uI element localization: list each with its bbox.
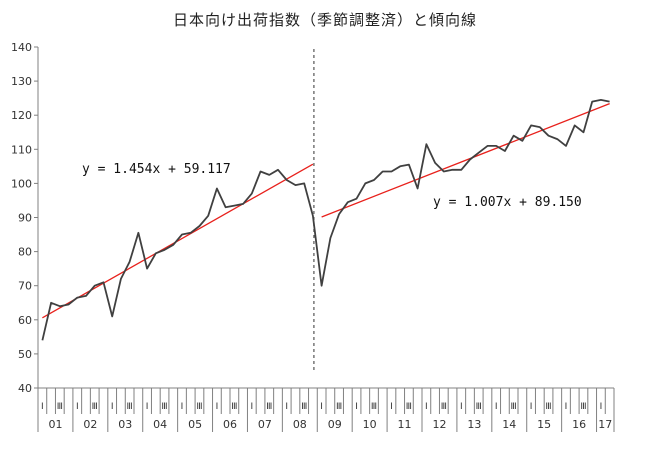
x-year-label: 10 — [363, 418, 377, 431]
x-year-label: 15 — [537, 418, 551, 431]
x-quarter-label: Ⅰ — [111, 402, 114, 412]
x-year-label: 13 — [467, 418, 481, 431]
y-tick-label: 130 — [11, 75, 32, 88]
y-tick-label: 140 — [11, 41, 32, 54]
y-axis: 40 50 60 70 80 90 100 110 120 130 140 — [11, 41, 39, 395]
x-year-label: 07 — [258, 418, 272, 431]
x-quarter-label: Ⅰ — [146, 402, 149, 412]
x-quarter-label: Ⅲ — [441, 402, 447, 412]
x-quarter-label: Ⅲ — [580, 402, 586, 412]
x-quarter-label: Ⅰ — [530, 402, 533, 412]
x-year-label: 02 — [83, 418, 97, 431]
x-year-label: 16 — [572, 418, 586, 431]
series — [41, 49, 610, 372]
x-year-label: 11 — [398, 418, 412, 431]
x-quarter-label: Ⅲ — [161, 402, 167, 412]
x-quarter-label: Ⅰ — [76, 402, 79, 412]
y-tick-label: 70 — [18, 280, 32, 293]
y-tick-label: 100 — [11, 177, 32, 190]
x-year-label: 14 — [502, 418, 516, 431]
x-quarter-label: Ⅰ — [390, 402, 393, 412]
y-tick-label: 120 — [11, 109, 32, 122]
x-quarter-label: Ⅰ — [216, 402, 219, 412]
y-tick-label: 50 — [18, 348, 32, 361]
x-quarter-label: Ⅲ — [57, 402, 63, 412]
y-tick-label: 60 — [18, 314, 32, 327]
x-quarter-label: Ⅲ — [127, 402, 133, 412]
trend-equation-2: y = 1.007x + 89.150 — [433, 195, 582, 210]
x-quarter-label: Ⅲ — [476, 402, 482, 412]
x-quarter-label: Ⅰ — [495, 402, 498, 412]
x-quarter-label: Ⅲ — [196, 402, 202, 412]
y-tick-label: 90 — [18, 212, 32, 225]
x-quarter-label: Ⅰ — [355, 402, 358, 412]
x-quarter-label: Ⅰ — [41, 402, 44, 412]
x-year-label: 05 — [188, 418, 202, 431]
x-quarter-label: Ⅰ — [285, 402, 288, 412]
x-quarter-label: Ⅰ — [565, 402, 568, 412]
x-year-label: 06 — [223, 418, 237, 431]
x-quarter-label: Ⅰ — [600, 402, 603, 412]
x-quarter-label: Ⅲ — [511, 402, 517, 412]
y-tick-label: 40 — [18, 382, 32, 395]
x-year-label: 12 — [432, 418, 446, 431]
x-quarter-label: Ⅲ — [92, 402, 98, 412]
x-year-label: 09 — [328, 418, 342, 431]
x-quarter-label: Ⅲ — [266, 402, 272, 412]
series-line — [41, 99, 610, 341]
x-year-label: 08 — [293, 418, 307, 431]
x-quarter-label: Ⅰ — [460, 402, 463, 412]
x-quarter-label: Ⅲ — [545, 402, 551, 412]
trend-line-2 — [321, 103, 610, 218]
x-year-label: 04 — [153, 418, 167, 431]
x-quarter-label: Ⅲ — [231, 402, 237, 412]
trend-equation-1: y = 1.454x + 59.117 — [82, 162, 231, 177]
x-quarter-label: Ⅰ — [425, 402, 428, 412]
x-year-label: 01 — [48, 418, 62, 431]
x-year-label: 17 — [598, 418, 612, 431]
x-quarter-label: Ⅰ — [181, 402, 184, 412]
x-quarter-label: Ⅲ — [406, 402, 412, 412]
x-quarter-label: Ⅲ — [371, 402, 377, 412]
x-quarter-label: Ⅲ — [301, 402, 307, 412]
chart-title: 日本向け出荷指数（季節調整済）と傾向線 — [172, 11, 477, 29]
y-tick-label: 80 — [18, 246, 32, 259]
x-quarter-label: Ⅰ — [320, 402, 323, 412]
x-quarter-label: Ⅰ — [250, 402, 253, 412]
x-quarter-label: Ⅲ — [336, 402, 342, 412]
y-tick-label: 110 — [11, 143, 32, 156]
x-year-label: 03 — [118, 418, 132, 431]
x-axis: Ⅰ Ⅲ Ⅰ Ⅲ Ⅰ Ⅲ Ⅰ Ⅲ Ⅰ Ⅲ Ⅰ Ⅲ Ⅰ Ⅲ Ⅰ Ⅲ Ⅰ Ⅲ Ⅰ Ⅲ Ⅰ Ⅲ Ⅰ Ⅲ Ⅰ Ⅲ Ⅰ Ⅲ Ⅰ Ⅲ Ⅰ Ⅲ Ⅰ 01 02 03 0… — [37, 387, 615, 432]
